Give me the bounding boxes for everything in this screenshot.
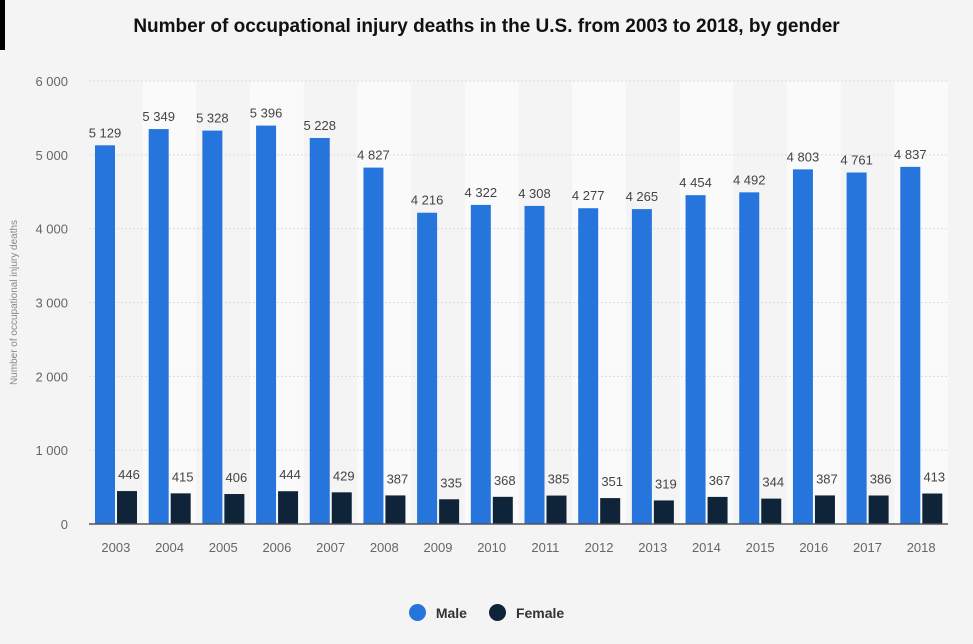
x-tick-label: 2007 bbox=[316, 540, 345, 555]
bar-female bbox=[278, 491, 299, 524]
y-tick-label: 4 000 bbox=[35, 222, 68, 237]
bar-male bbox=[846, 172, 867, 525]
bar-female bbox=[385, 495, 406, 524]
data-label: 5 349 bbox=[142, 109, 175, 124]
legend-marker-male bbox=[408, 604, 426, 621]
bar-male bbox=[578, 208, 599, 524]
data-label: 5 129 bbox=[89, 125, 122, 140]
x-tick-label: 2005 bbox=[209, 540, 238, 555]
data-label: 387 bbox=[387, 471, 409, 486]
legend: Male Female bbox=[0, 604, 973, 621]
y-tick-label: 2 000 bbox=[35, 369, 68, 384]
data-label: 351 bbox=[601, 474, 623, 489]
data-label: 415 bbox=[172, 469, 194, 484]
bar-male bbox=[95, 145, 115, 524]
legend-item-male[interactable]: Male bbox=[408, 604, 467, 621]
bar-male bbox=[631, 209, 652, 524]
bar-male bbox=[470, 204, 491, 524]
window-edge bbox=[0, 0, 5, 50]
bar-male bbox=[900, 166, 921, 524]
bar-male bbox=[256, 125, 277, 524]
x-tick-label: 2006 bbox=[262, 540, 291, 555]
data-label: 4 837 bbox=[894, 147, 927, 162]
legend-label: Male bbox=[435, 604, 467, 621]
data-label: 5 328 bbox=[196, 111, 229, 126]
data-label: 4 277 bbox=[572, 188, 605, 203]
data-label: 5 228 bbox=[303, 118, 336, 133]
x-tick-label: 2016 bbox=[799, 540, 828, 555]
data-label: 4 265 bbox=[626, 189, 659, 204]
data-label: 385 bbox=[548, 472, 570, 487]
data-label: 5 396 bbox=[250, 106, 283, 121]
bar-male bbox=[363, 167, 384, 524]
legend-marker-female bbox=[488, 604, 506, 621]
data-label: 368 bbox=[494, 473, 516, 488]
x-tick-label: 2012 bbox=[585, 540, 614, 555]
bar-female bbox=[600, 498, 621, 524]
bar-female bbox=[492, 496, 513, 524]
data-label: 386 bbox=[870, 472, 892, 487]
x-tick-label: 2013 bbox=[638, 540, 667, 555]
data-label: 4 308 bbox=[518, 186, 551, 201]
y-axis-label: Number of occupational injury deaths bbox=[9, 220, 20, 385]
bar-female bbox=[439, 499, 460, 524]
data-label: 429 bbox=[333, 468, 355, 483]
data-label: 335 bbox=[440, 475, 462, 490]
data-label: 4 216 bbox=[411, 193, 444, 208]
bar-male bbox=[739, 192, 760, 524]
bar-female bbox=[814, 495, 835, 524]
data-label: 319 bbox=[655, 476, 677, 491]
bar-chart: 0 1 000 2 000 3 000 4 000 5 000 6 000 Number of… bbox=[9, 74, 948, 555]
bar-female bbox=[707, 496, 728, 524]
bar-male bbox=[524, 205, 545, 524]
legend-label: Female bbox=[515, 604, 565, 621]
legend-item-female[interactable]: Female bbox=[488, 604, 565, 621]
y-tick-label: 6 000 bbox=[35, 74, 68, 89]
bar-female bbox=[331, 492, 352, 524]
bar-female bbox=[546, 495, 567, 524]
bar-female bbox=[761, 498, 782, 524]
x-tick-label: 2009 bbox=[424, 540, 453, 555]
bar-female bbox=[224, 494, 245, 524]
data-label: 4 827 bbox=[357, 148, 390, 163]
chart-title: Number of occupational injury deaths in … bbox=[133, 16, 840, 37]
bar-female bbox=[653, 500, 674, 524]
x-tick-label: 2017 bbox=[853, 540, 882, 555]
bar-female bbox=[170, 493, 191, 524]
data-label: 367 bbox=[709, 473, 731, 488]
x-tick-label: 2011 bbox=[531, 540, 559, 555]
bar-male bbox=[792, 169, 813, 525]
x-tick-label: 2010 bbox=[477, 540, 506, 555]
y-tick-label: 3 000 bbox=[35, 296, 68, 311]
bar-male bbox=[148, 129, 169, 525]
y-tick-label: 1 000 bbox=[35, 443, 68, 458]
y-tick-label: 5 000 bbox=[35, 148, 68, 163]
x-tick-label: 2008 bbox=[370, 540, 399, 555]
bar-male bbox=[685, 195, 706, 524]
data-label: 387 bbox=[816, 471, 838, 486]
data-label: 344 bbox=[762, 475, 784, 490]
bar-male bbox=[202, 130, 223, 524]
x-tick-label: 2018 bbox=[907, 540, 936, 555]
data-label: 4 761 bbox=[840, 152, 873, 167]
data-label: 406 bbox=[226, 470, 248, 485]
bar-female bbox=[922, 493, 943, 524]
bar-male bbox=[309, 137, 330, 524]
data-label: 4 492 bbox=[733, 172, 766, 187]
data-label: 4 322 bbox=[465, 185, 498, 200]
data-label: 4 454 bbox=[679, 175, 712, 190]
data-label: 444 bbox=[279, 467, 301, 482]
bar-male bbox=[417, 212, 438, 524]
bar-female bbox=[117, 491, 137, 524]
y-tick-label: 0 bbox=[61, 517, 68, 532]
bar-female bbox=[868, 495, 889, 524]
data-label: 446 bbox=[118, 467, 140, 482]
data-label: 413 bbox=[923, 470, 945, 485]
x-tick-label: 2015 bbox=[746, 540, 775, 555]
x-tick-label: 2004 bbox=[155, 540, 184, 555]
x-tick-label: 2014 bbox=[692, 540, 721, 555]
x-tick-label: 2003 bbox=[101, 540, 130, 555]
data-label: 4 803 bbox=[787, 149, 820, 164]
